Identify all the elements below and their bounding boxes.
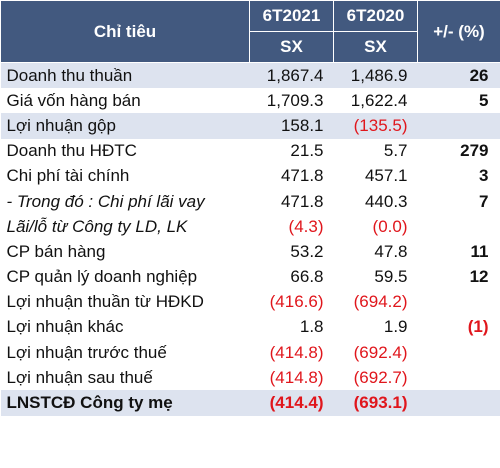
value-period-1: 53.2: [290, 241, 324, 261]
value-change: 279: [460, 141, 489, 161]
value-period-2: (694.2): [353, 292, 408, 312]
table-row: Lợi nhuận khác 1.8 1.9 (1): [1, 315, 500, 340]
value-period-1: (414.4): [249, 390, 334, 416]
row-label: CP bán hàng: [6, 241, 106, 261]
table-row: CP quản lý doanh nghiệp 66.8 59.5 12: [1, 265, 500, 290]
value-period-2: (0.0): [372, 216, 408, 236]
value-period-1: 471.8: [280, 191, 324, 211]
value-change: 7: [479, 191, 489, 211]
value-period-1: (414.8): [269, 342, 324, 362]
value-change: 5: [479, 90, 489, 110]
table-row: CP bán hàng 53.2 47.8 11: [1, 239, 500, 264]
row-label: Lợi nhuận gộp: [0, 113, 250, 139]
value-period-2: 457.1: [364, 166, 408, 186]
unit-1-header: SX: [249, 31, 334, 63]
row-label: CP quản lý doanh nghiệp: [6, 267, 198, 287]
table-row: Lợi nhuận sau thuế (414.8) (692.7): [1, 365, 500, 390]
value-period-2: 1,622.4: [350, 90, 408, 110]
period-2-header: 6T2020: [333, 0, 418, 32]
row-label: LNSTCĐ Công ty mẹ: [0, 390, 250, 416]
row-label: Giá vốn hàng bán: [6, 90, 141, 110]
row-label: Lợi nhuận thuần từ HĐKD: [6, 292, 204, 312]
table-row: Giá vốn hàng bán 1,709.3 1,622.4 5: [1, 88, 500, 113]
header-row: Chỉ tiêu 6T2021 6T2020 +/- (%): [0, 0, 500, 63]
value-change: [418, 290, 500, 315]
period-1-header: 6T2021: [249, 0, 334, 32]
value-period-1: 21.5: [290, 141, 324, 161]
table-row: Lợi nhuận thuần từ HĐKD (416.6) (694.2): [1, 290, 500, 315]
row-label: Lợi nhuận khác: [6, 317, 124, 337]
value-period-2: 59.5: [374, 267, 408, 287]
value-change: (1): [467, 317, 489, 337]
value-period-1: 1,867.4: [249, 62, 334, 89]
table-row: - Trong đó : Chi phí lãi vay 471.8 440.3 7: [1, 189, 500, 214]
value-period-1: (414.8): [269, 367, 324, 387]
row-label: Lợi nhuận trước thuế: [6, 342, 167, 362]
row-label: Lợi nhuận sau thuế: [6, 367, 153, 387]
value-period-2: 440.3: [364, 191, 408, 211]
value-period-2: 5.7: [383, 141, 408, 161]
metric-header: Chỉ tiêu: [0, 0, 250, 63]
row-label: Lãi/lỗ từ Công ty LD, LK: [6, 216, 188, 236]
value-period-2: (693.1): [333, 390, 418, 416]
value-change: 11: [470, 241, 489, 261]
value-period-2: (692.4): [353, 342, 408, 362]
value-period-1: (416.6): [269, 292, 324, 312]
table-row: Lợi nhuận gộp 158.1 (135.5): [0, 113, 500, 139]
value-change: 3: [479, 166, 489, 186]
value-period-2: 1,486.9: [333, 62, 418, 89]
value-change: [418, 365, 500, 390]
value-period-1: 471.8: [280, 166, 324, 186]
unit-row: SX SX: [1, 31, 500, 63]
value-change: 12: [469, 267, 489, 287]
value-period-1: 1.8: [299, 317, 324, 337]
value-period-2: 1.9: [383, 317, 408, 337]
value-change: 26: [417, 62, 500, 89]
value-period-1: (4.3): [288, 216, 324, 236]
value-change: [417, 113, 500, 139]
value-change: [417, 390, 500, 416]
value-change: [418, 340, 500, 365]
value-period-1: 158.1: [249, 113, 334, 139]
value-period-2: (692.7): [353, 367, 408, 387]
table-row: Lợi nhuận trước thuế (414.8) (692.4): [1, 340, 500, 365]
table-row: Lãi/lỗ từ Công ty LD, LK (4.3) (0.0): [1, 214, 500, 239]
row-label: Chi phí tài chính: [6, 166, 130, 186]
table-row: Doanh thu thuần 1,867.4 1,486.9 26: [0, 62, 500, 89]
value-period-2: 47.8: [374, 241, 408, 261]
table-row: Doanh thu HĐTC 21.5 5.7 279: [1, 139, 500, 164]
unit-2-header: SX: [333, 31, 418, 63]
row-label: Doanh thu HĐTC: [6, 141, 137, 161]
table-row: Chi phí tài chính 471.8 457.1 3: [1, 164, 500, 189]
value-period-2: (135.5): [333, 113, 418, 139]
row-label: - Trong đó : Chi phí lãi vay: [6, 191, 205, 211]
value-change: [418, 214, 500, 239]
change-header: +/- (%): [417, 0, 500, 63]
value-period-1: 1,709.3: [266, 90, 324, 110]
table-row: LNSTCĐ Công ty mẹ (414.4) (693.1): [0, 390, 500, 416]
value-period-1: 66.8: [290, 267, 324, 287]
row-label: Doanh thu thuần: [0, 62, 250, 89]
financial-table: Chỉ tiêu 6T2021 6T2020 +/- (%) SX SX Doa…: [0, 0, 500, 416]
